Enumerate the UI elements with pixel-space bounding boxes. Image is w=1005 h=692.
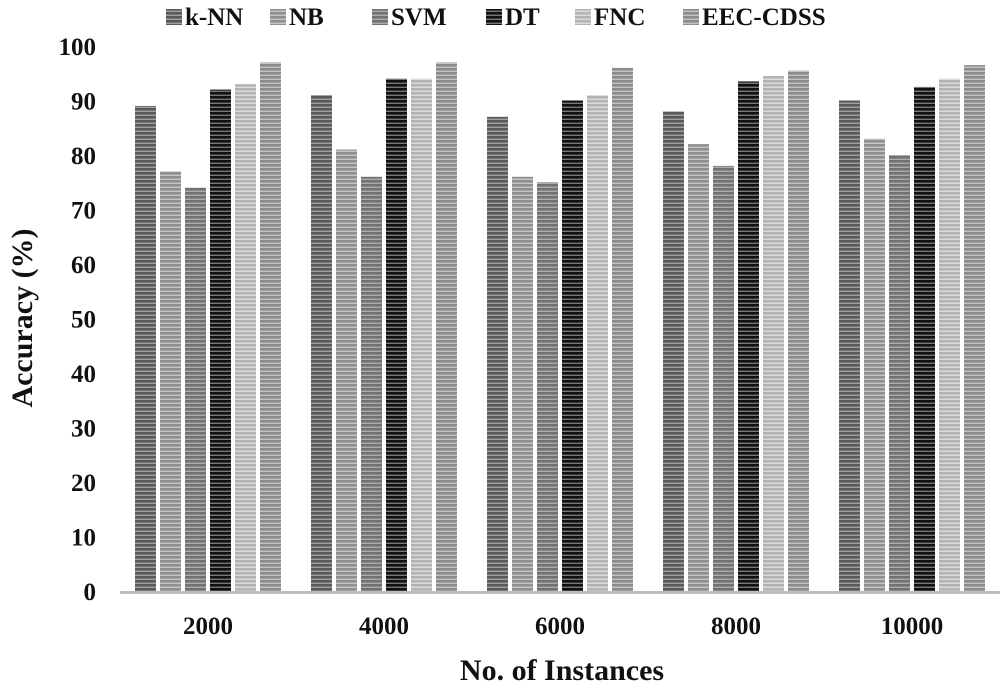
- legend-swatch-fnc: [575, 9, 591, 25]
- bar-eec-cdss-10000: [964, 65, 985, 591]
- x-tick-label-2000: 2000: [183, 613, 233, 640]
- bar-k-nn-6000: [487, 116, 508, 591]
- bar-nb-6000: [512, 176, 533, 592]
- bar-eec-cdss-2000: [260, 62, 281, 592]
- legend-label-fnc: FNC: [594, 4, 645, 31]
- bar-svm-4000: [361, 176, 382, 592]
- legend-item-nb: NB: [270, 4, 324, 31]
- x-tick-label-6000: 6000: [535, 613, 585, 640]
- bar-eec-cdss-6000: [612, 67, 633, 592]
- bar-svm-8000: [713, 165, 734, 591]
- y-tick-label-10: 10: [71, 525, 96, 552]
- bar-dt-4000: [386, 78, 407, 591]
- legend-swatch-dt: [486, 9, 502, 25]
- legend-label-nb: NB: [289, 4, 324, 31]
- bar-dt-8000: [738, 81, 759, 592]
- bar-nb-2000: [160, 171, 181, 591]
- bars: [135, 62, 985, 592]
- x-tick-label-4000: 4000: [359, 613, 409, 640]
- y-tick-label-20: 20: [71, 470, 96, 497]
- bar-k-nn-2000: [135, 105, 156, 591]
- bar-dt-2000: [210, 89, 231, 591]
- bar-fnc-8000: [763, 75, 784, 592]
- y-tick-label-60: 60: [71, 252, 96, 279]
- bar-fnc-4000: [411, 78, 432, 591]
- bar-fnc-10000: [939, 78, 960, 591]
- legend-label-dt: DT: [505, 4, 540, 31]
- legend: k-NN NB SVM DT FNC EEC-CDSS: [166, 4, 826, 31]
- y-tick-label-30: 30: [71, 416, 96, 443]
- bar-fnc-2000: [235, 84, 256, 592]
- bar-group-2000: [135, 62, 281, 592]
- bar-group-8000: [663, 70, 809, 592]
- x-tick-label-10000: 10000: [881, 613, 944, 640]
- bar-svm-6000: [537, 182, 558, 591]
- y-tick-label-70: 70: [71, 198, 96, 225]
- bar-group-10000: [839, 65, 985, 591]
- bar-group-6000: [487, 67, 633, 592]
- legend-label-svm: SVM: [391, 4, 447, 31]
- bar-svm-10000: [889, 155, 910, 591]
- y-axis-ticks: 0 10 20 30 40 50 60 70 80 90 100: [59, 34, 97, 606]
- y-tick-label-0: 0: [84, 579, 97, 606]
- legend-swatch-nb: [270, 9, 286, 25]
- y-tick-label-100: 100: [59, 34, 97, 61]
- bar-dt-10000: [914, 86, 935, 591]
- bar-k-nn-8000: [663, 111, 684, 592]
- legend-swatch-k-nn: [166, 9, 182, 25]
- bar-svm-2000: [185, 187, 206, 591]
- y-tick-label-40: 40: [71, 361, 96, 388]
- legend-item-k-nn: k-NN: [166, 4, 243, 31]
- bar-k-nn-4000: [311, 95, 332, 592]
- x-tick-label-8000: 8000: [711, 613, 761, 640]
- y-axis-title: Accuracy (%): [6, 228, 39, 407]
- legend-item-dt: DT: [486, 4, 540, 31]
- bar-dt-6000: [562, 100, 583, 591]
- legend-item-fnc: FNC: [575, 4, 645, 31]
- legend-swatch-svm: [372, 9, 388, 25]
- bar-group-4000: [311, 62, 457, 592]
- bar-eec-cdss-4000: [436, 62, 457, 592]
- y-tick-label-80: 80: [71, 143, 96, 170]
- x-axis-ticks: 2000 4000 6000 8000 10000: [183, 613, 943, 640]
- bar-nb-8000: [688, 144, 709, 591]
- bar-fnc-6000: [587, 95, 608, 592]
- legend-item-svm: SVM: [372, 4, 447, 31]
- bar-nb-10000: [864, 138, 885, 591]
- bar-eec-cdss-8000: [788, 70, 809, 591]
- y-tick-label-90: 90: [71, 89, 96, 116]
- x-axis-title: No. of Instances: [460, 654, 664, 687]
- legend-swatch-eec-cdss: [683, 9, 699, 25]
- legend-item-eec-cdss: EEC-CDSS: [683, 4, 826, 31]
- bar-nb-4000: [336, 149, 357, 592]
- legend-label-k-nn: k-NN: [185, 4, 243, 31]
- bar-k-nn-10000: [839, 100, 860, 591]
- legend-label-eec-cdss: EEC-CDSS: [702, 4, 826, 31]
- y-tick-label-50: 50: [71, 307, 96, 334]
